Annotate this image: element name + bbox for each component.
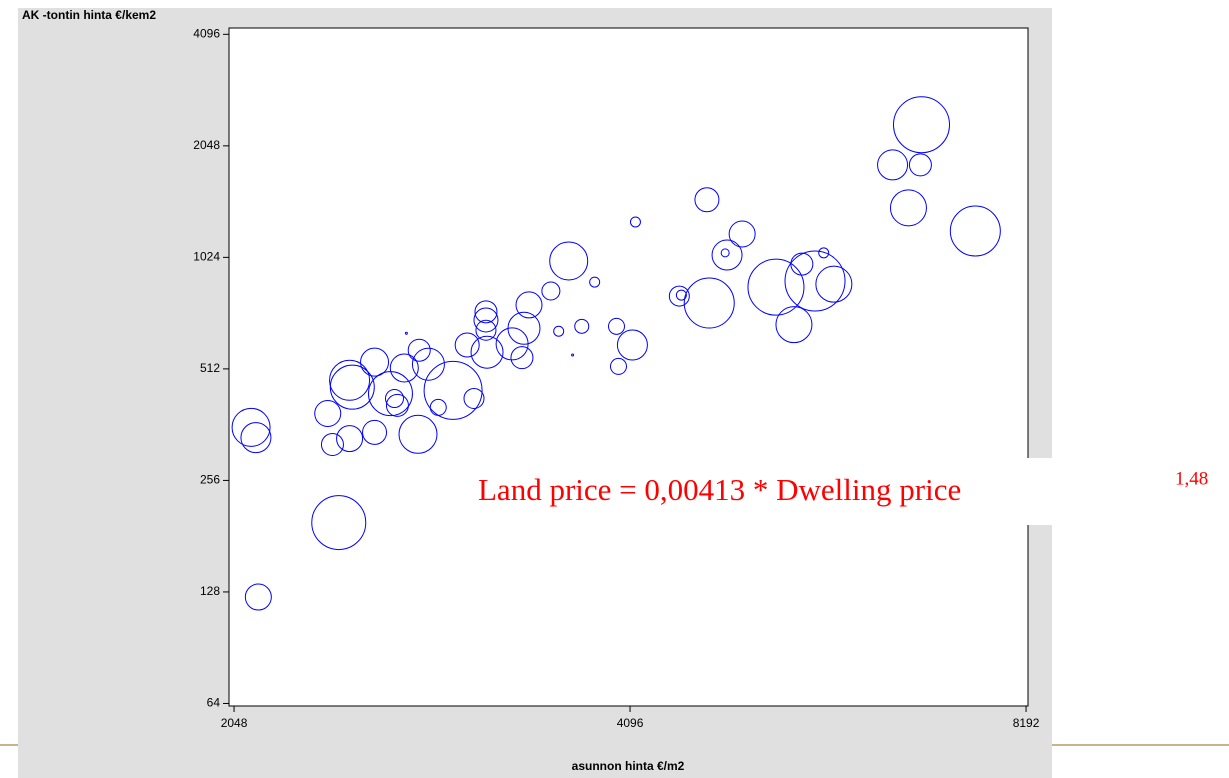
bubble — [404, 331, 408, 335]
bubble — [747, 258, 805, 316]
bubble — [949, 205, 1001, 257]
x-tick-label: 4096 — [617, 716, 644, 730]
plot-area — [228, 27, 1029, 707]
annotation: Land price = 0,00413 * Dwelling price — [478, 472, 961, 507]
bubble — [336, 425, 364, 453]
bubble — [607, 317, 625, 335]
bubble — [473, 307, 499, 333]
bubble — [475, 319, 497, 341]
bubble — [510, 346, 534, 370]
bubble — [889, 189, 927, 227]
bubble — [320, 433, 344, 457]
y-tick-label: 512 — [200, 361, 220, 375]
annotation-box — [455, 458, 1229, 525]
bubble — [541, 281, 561, 301]
bubble — [507, 311, 541, 345]
bubble — [683, 277, 735, 329]
bubble — [398, 414, 438, 454]
bubble — [515, 291, 543, 319]
bubble — [385, 393, 409, 417]
bubble — [629, 216, 641, 228]
bubble — [407, 338, 431, 362]
bubble — [463, 387, 485, 409]
bubble — [553, 325, 565, 337]
y-axis-label: AK -tontin hinta €/kem2 — [22, 8, 156, 22]
bubble — [784, 250, 846, 312]
bubble — [668, 285, 690, 307]
bubble — [454, 332, 480, 358]
bubble — [892, 96, 950, 154]
bubble — [720, 248, 730, 258]
bubble — [311, 495, 367, 551]
bubble — [360, 347, 390, 377]
bubble — [616, 329, 648, 361]
bubble — [470, 335, 504, 369]
y-tick-label: 64 — [207, 696, 221, 710]
y-tick-label: 128 — [200, 584, 220, 598]
bubble — [877, 149, 909, 181]
bubble — [728, 220, 756, 248]
bubble — [711, 239, 743, 271]
y-tick-label: 256 — [200, 473, 220, 487]
bubbles — [231, 96, 1001, 611]
bubble — [423, 360, 483, 420]
y-tick-label: 2048 — [193, 138, 220, 152]
x-axis-label: asunnon hinta €/m2 — [572, 759, 685, 773]
bubble — [818, 247, 830, 259]
bubble — [329, 359, 371, 401]
bubble — [231, 407, 271, 447]
bubble — [362, 419, 388, 445]
bubble — [240, 422, 272, 454]
x-tick-label: 8192 — [1013, 716, 1040, 730]
bubble — [675, 289, 687, 301]
y-tick-label: 4096 — [193, 26, 220, 40]
bubble — [815, 265, 853, 303]
bubble — [574, 318, 590, 334]
bubble — [549, 241, 589, 281]
bubble — [908, 153, 932, 177]
bubble — [474, 300, 498, 324]
bubble — [389, 353, 419, 383]
bubble — [790, 252, 814, 276]
bubble — [694, 187, 720, 213]
bubble — [384, 388, 404, 408]
y-tick-label: 1024 — [193, 250, 220, 264]
bubble — [411, 347, 445, 381]
bubble — [244, 583, 272, 611]
bubble — [589, 276, 601, 288]
x-tick-label: 2048 — [221, 716, 248, 730]
bubble — [571, 353, 575, 357]
annotation-exponent: 1,48 — [1175, 468, 1208, 489]
bubble — [314, 400, 342, 428]
bubble — [609, 357, 627, 375]
bubble — [775, 306, 813, 344]
